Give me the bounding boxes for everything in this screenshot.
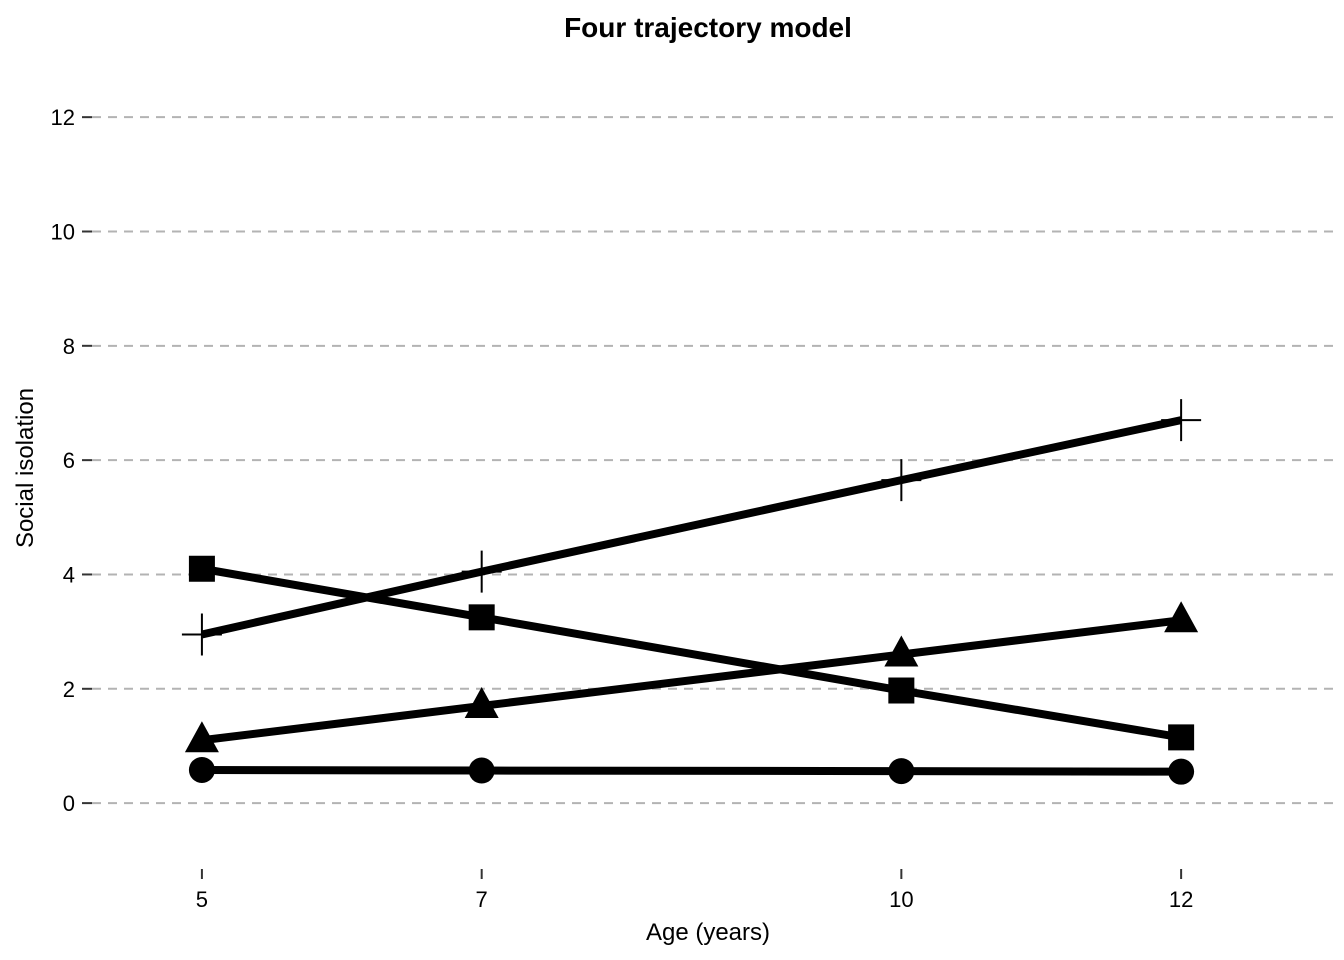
- marker-circle: [888, 758, 915, 785]
- marker-square: [468, 604, 495, 631]
- y-axis-ticks: 0 2 4 6 8 10 12: [51, 105, 92, 816]
- marker-triangle: [1164, 601, 1199, 633]
- marker-cross: [1161, 399, 1202, 442]
- y-tick-label: 6: [63, 448, 75, 473]
- marker-square: [1168, 724, 1195, 751]
- y-tick-label: 0: [63, 791, 75, 816]
- x-axis-label: Age (years): [646, 919, 770, 946]
- y-tick-label: 2: [63, 677, 75, 702]
- y-tick-label: 12: [51, 105, 75, 130]
- marker-cross: [461, 550, 502, 593]
- series-line-triangle: [201, 616, 1182, 745]
- y-tick-label: 8: [63, 334, 75, 359]
- x-tick-label: 12: [1169, 887, 1193, 912]
- x-tick-label: 5: [196, 887, 208, 912]
- marker-triangle: [464, 686, 499, 718]
- series-line-cross: [201, 416, 1182, 639]
- marker-circle: [468, 757, 495, 784]
- series-markers: [181, 399, 1202, 785]
- chart-title: Four trajectory model: [564, 12, 852, 43]
- marker-circle: [188, 756, 215, 783]
- series-lines: [201, 416, 1182, 776]
- y-tick-label: 10: [51, 219, 75, 244]
- x-tick-label: 7: [476, 887, 488, 912]
- marker-triangle: [184, 721, 219, 753]
- x-axis-ticks: 5 7 10 12: [196, 869, 1193, 912]
- marker-circle: [1168, 758, 1195, 785]
- series-line-circle: [201, 765, 1182, 776]
- y-tick-label: 4: [63, 562, 75, 587]
- marker-cross: [181, 613, 222, 656]
- y-axis-label: Social isolation: [12, 388, 39, 548]
- grid-lines: [92, 116, 1335, 805]
- x-tick-label: 10: [889, 887, 913, 912]
- marker-square: [188, 555, 215, 582]
- marker-square: [888, 677, 915, 704]
- marker-triangle: [884, 635, 919, 667]
- series-line-square: [201, 564, 1182, 742]
- marker-cross: [881, 459, 922, 502]
